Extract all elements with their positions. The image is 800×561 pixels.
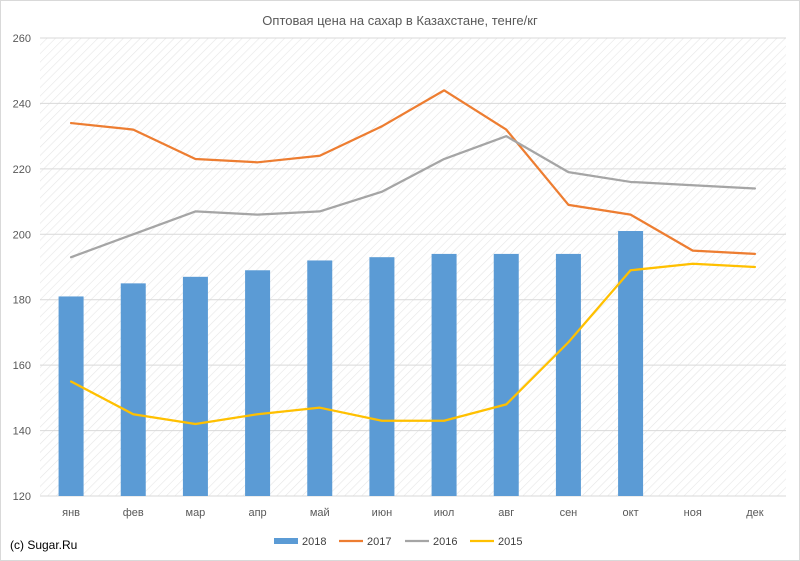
legend-label-2015: 2015 xyxy=(498,536,522,548)
bar-2018 xyxy=(618,231,644,496)
y-axis-ticks: 120 140 160 180 200 220 240 260 xyxy=(13,33,31,503)
y-tick-label: 180 xyxy=(13,295,31,307)
line-2016 xyxy=(69,135,757,259)
series-lines xyxy=(69,89,757,426)
x-axis-ticks: янв фев мар апр май июн июл авг сен окт ноя дек xyxy=(62,507,764,519)
y-tick-label: 240 xyxy=(13,98,31,110)
legend-label-2016: 2016 xyxy=(433,536,457,548)
y-tick-label: 200 xyxy=(13,229,31,241)
bar-2018 xyxy=(493,253,519,496)
bar-2018 xyxy=(431,253,457,496)
x-tick-label: ноя xyxy=(684,507,702,519)
credit-text: (c) Sugar.Ru xyxy=(10,538,78,552)
bar-2018 xyxy=(307,260,333,496)
y-tick-label: 140 xyxy=(13,426,31,438)
y-tick-label: 260 xyxy=(13,33,31,45)
line-2017 xyxy=(69,89,757,256)
x-tick-label: авг xyxy=(498,507,514,519)
bar-2018 xyxy=(120,283,146,496)
x-tick-label: июн xyxy=(372,507,392,519)
x-tick-label: мар xyxy=(186,507,206,519)
x-tick-label: сен xyxy=(560,507,578,519)
legend-label-2017: 2017 xyxy=(367,536,391,548)
legend-label-2018: 2018 xyxy=(302,536,326,548)
x-tick-label: окт xyxy=(623,507,639,519)
x-tick-label: апр xyxy=(248,507,266,519)
plot-area xyxy=(40,38,786,496)
legend: 2018 2017 2016 2015 xyxy=(274,536,522,548)
x-tick-label: июл xyxy=(434,507,455,519)
bar-2018 xyxy=(555,253,581,496)
x-tick-label: май xyxy=(310,507,330,519)
bars-2018 xyxy=(58,231,644,496)
x-tick-label: дек xyxy=(746,507,764,519)
chart-title: Оптовая цена на сахар в Казахстане, тенг… xyxy=(262,13,538,28)
line-2015 xyxy=(69,262,757,426)
legend-swatch-2018 xyxy=(274,538,298,544)
bar-2018 xyxy=(58,296,84,496)
gridlines xyxy=(40,37,786,497)
bar-2018 xyxy=(245,270,271,496)
y-tick-label: 160 xyxy=(13,360,31,372)
y-tick-label: 120 xyxy=(13,491,31,503)
x-tick-label: фев xyxy=(123,507,144,519)
bar-2018 xyxy=(369,257,395,496)
y-tick-label: 220 xyxy=(13,164,31,176)
bar-2018 xyxy=(182,276,208,496)
x-tick-label: янв xyxy=(62,507,80,519)
